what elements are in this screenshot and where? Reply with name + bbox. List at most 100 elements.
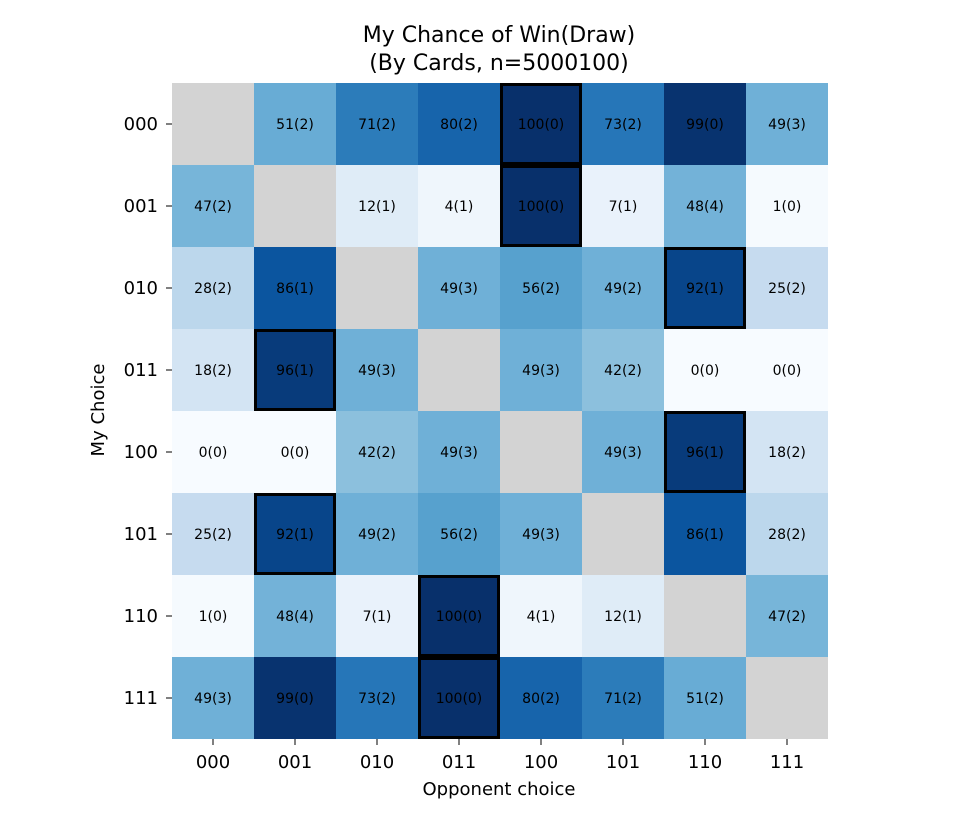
heatmap-cell bbox=[172, 575, 254, 657]
cell-label: 0(0) bbox=[199, 445, 228, 461]
highlight-border bbox=[500, 165, 582, 247]
heatmap-cell bbox=[500, 411, 582, 493]
cell-label: 73(2) bbox=[604, 117, 642, 133]
heatmap-cell bbox=[664, 165, 746, 247]
cell-label: 100(0) bbox=[436, 691, 483, 707]
heatmap-cell bbox=[500, 657, 582, 739]
x-tick-label: 001 bbox=[278, 752, 312, 773]
cell-label: 49(3) bbox=[522, 363, 560, 379]
heatmap-cell bbox=[664, 329, 746, 411]
cell-label: 96(1) bbox=[276, 363, 314, 379]
cell-label: 71(2) bbox=[358, 117, 396, 133]
cell-label: 51(2) bbox=[686, 691, 724, 707]
y-tick-label: 111 bbox=[124, 688, 158, 709]
heatmap-cell bbox=[254, 247, 336, 329]
y-tick-label: 110 bbox=[124, 606, 158, 627]
cell-label: 99(0) bbox=[276, 691, 314, 707]
cell-label: 7(1) bbox=[609, 199, 638, 215]
heatmap-cell bbox=[336, 165, 418, 247]
heatmap-cell bbox=[254, 165, 336, 247]
x-tick-label: 111 bbox=[770, 752, 804, 773]
heatmap-cell bbox=[172, 657, 254, 739]
cell-label: 48(4) bbox=[276, 609, 314, 625]
cell-label: 49(3) bbox=[194, 691, 232, 707]
x-tick-label: 100 bbox=[524, 752, 558, 773]
heatmap-cell bbox=[500, 575, 582, 657]
heatmap-cell bbox=[336, 575, 418, 657]
cell-label: 49(3) bbox=[440, 281, 478, 297]
cell-label: 7(1) bbox=[363, 609, 392, 625]
cell-label: 28(2) bbox=[194, 281, 232, 297]
x-tick-label: 010 bbox=[360, 752, 394, 773]
cell-label: 71(2) bbox=[604, 691, 642, 707]
cell-label: 42(2) bbox=[358, 445, 396, 461]
heatmap-cell bbox=[418, 165, 500, 247]
cell-label: 49(3) bbox=[522, 527, 560, 543]
x-tick-label: 011 bbox=[442, 752, 476, 773]
heatmap-cell bbox=[336, 83, 418, 165]
heatmap-cell bbox=[336, 493, 418, 575]
heatmap-cell bbox=[254, 411, 336, 493]
y-tick-label: 101 bbox=[124, 524, 158, 545]
heatmap-cell bbox=[746, 329, 828, 411]
cell-label: 1(0) bbox=[199, 609, 228, 625]
cell-label: 0(0) bbox=[691, 363, 720, 379]
x-axis-ticks: 000 001 010 011 100 101 110 111 bbox=[196, 739, 804, 773]
cell-label: 28(2) bbox=[768, 527, 806, 543]
heatmap-cell bbox=[746, 657, 828, 739]
cell-label: 100(0) bbox=[436, 609, 483, 625]
heatmap-cell bbox=[418, 575, 500, 657]
cell-label: 56(2) bbox=[522, 281, 560, 297]
cell-label: 80(2) bbox=[440, 117, 478, 133]
heatmap-cell bbox=[664, 83, 746, 165]
cell-label: 12(1) bbox=[604, 609, 642, 625]
highlight-border bbox=[418, 657, 500, 739]
heatmap-cell bbox=[746, 493, 828, 575]
heatmap-cell bbox=[418, 493, 500, 575]
heatmap-cell bbox=[746, 165, 828, 247]
cell-label: 0(0) bbox=[281, 445, 310, 461]
heatmap-cell bbox=[336, 247, 418, 329]
heatmap-cell bbox=[582, 411, 664, 493]
heatmap-cell bbox=[746, 575, 828, 657]
heatmap-cell bbox=[418, 83, 500, 165]
cell-label: 92(1) bbox=[276, 527, 314, 543]
heatmap-cells: 51(2) 71(2) 80(2) 100(0) 73(2) 99(0) 49(3) 47(2… bbox=[172, 83, 828, 739]
highlight-border bbox=[254, 493, 336, 575]
cell-label: 49(3) bbox=[604, 445, 642, 461]
x-tick-label: 110 bbox=[688, 752, 722, 773]
heatmap-cell bbox=[500, 165, 582, 247]
cell-label: 86(1) bbox=[276, 281, 314, 297]
cell-label: 56(2) bbox=[440, 527, 478, 543]
heatmap-cell bbox=[746, 411, 828, 493]
cell-label: 25(2) bbox=[194, 527, 232, 543]
y-tick-label: 000 bbox=[124, 114, 158, 135]
heatmap-cell bbox=[664, 575, 746, 657]
heatmap-cell bbox=[582, 329, 664, 411]
cell-label: 49(2) bbox=[358, 527, 396, 543]
x-tick-label: 000 bbox=[196, 752, 230, 773]
heatmap-cell bbox=[664, 247, 746, 329]
heatmap-cell bbox=[336, 411, 418, 493]
heatmap-cell bbox=[254, 493, 336, 575]
y-tick-label: 100 bbox=[124, 442, 158, 463]
cell-label: 49(3) bbox=[358, 363, 396, 379]
heatmap-cell bbox=[500, 329, 582, 411]
heatmap-cell bbox=[172, 329, 254, 411]
cell-label: 4(1) bbox=[445, 199, 474, 215]
cell-label: 18(2) bbox=[768, 445, 806, 461]
heatmap-cell bbox=[254, 83, 336, 165]
heatmap-cell bbox=[582, 247, 664, 329]
heatmap-cell bbox=[582, 83, 664, 165]
heatmap-cell bbox=[582, 165, 664, 247]
heatmap-cell bbox=[172, 493, 254, 575]
cell-label: 12(1) bbox=[358, 199, 396, 215]
heatmap-cell bbox=[336, 657, 418, 739]
heatmap-cell bbox=[172, 83, 254, 165]
cell-label: 0(0) bbox=[773, 363, 802, 379]
heatmap-cell bbox=[172, 411, 254, 493]
y-axis-ticks: 000 001 010 011 100 101 110 111 bbox=[124, 114, 172, 709]
cell-label: 49(3) bbox=[768, 117, 806, 133]
heatmap-cell bbox=[418, 329, 500, 411]
